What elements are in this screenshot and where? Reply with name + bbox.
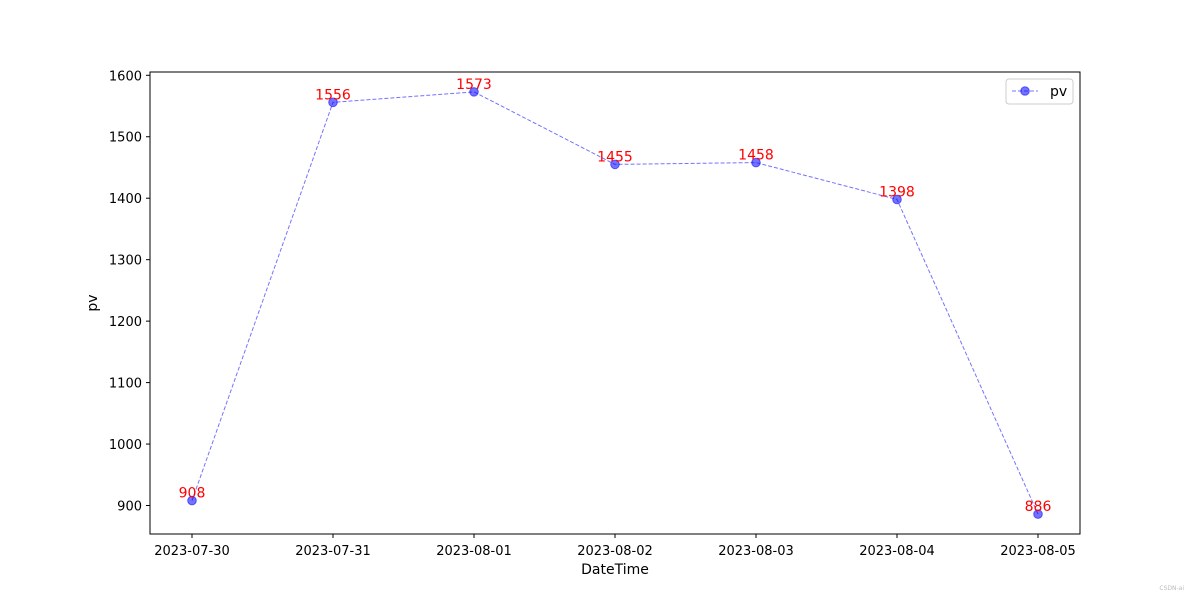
data-point (751, 157, 761, 168)
data-point (328, 97, 338, 108)
x-tick-label: 2023-08-01 (436, 544, 512, 559)
plot-frame (149, 71, 1081, 535)
data-point (469, 87, 479, 97)
y-tick-label: 900 (117, 500, 142, 515)
y-tick-label: 1500 (109, 131, 142, 146)
x-tick-label: 2023-08-05 (1000, 544, 1076, 559)
data-label: 886 (1025, 499, 1052, 515)
data-point (187, 495, 197, 506)
legend: pv (1005, 78, 1074, 105)
data-point (610, 159, 620, 170)
legend-marker (1020, 86, 1030, 96)
x-tick-label: 2023-08-02 (577, 544, 653, 559)
data-point (892, 194, 902, 205)
data-point (1033, 509, 1043, 519)
data-label: 908 (179, 486, 206, 502)
legend-box (1005, 78, 1074, 105)
x-tick-label: 2023-08-04 (859, 544, 935, 559)
data-label: 1458 (738, 148, 774, 164)
data-label: 1556 (315, 87, 351, 103)
data-label: 1455 (597, 149, 633, 165)
watermark: CSDN-ai (1159, 585, 1184, 592)
y-tick-label: 1300 (109, 254, 142, 269)
plot-layer: 900 1000 1100 1200 1300 1400 1500 1600 2023-07-3… (109, 69, 1076, 559)
y-axis-label: pv (85, 294, 101, 311)
x-tick-label: 2023-07-30 (154, 544, 230, 559)
y-tick-label: 1600 (109, 69, 142, 84)
y-tick-label: 1400 (109, 192, 142, 207)
x-tick-label: 2023-08-03 (718, 544, 794, 559)
y-tick-label: 1200 (109, 315, 142, 330)
data-label: 1573 (456, 77, 492, 93)
x-tick-label: 2023-07-31 (295, 544, 371, 559)
x-axis-label: DateTime (581, 562, 649, 578)
data-label: 1398 (879, 184, 915, 200)
y-tick-label: 1100 (109, 377, 142, 392)
legend-label: pv (1050, 84, 1067, 100)
y-tick-label: 1000 (109, 438, 142, 453)
